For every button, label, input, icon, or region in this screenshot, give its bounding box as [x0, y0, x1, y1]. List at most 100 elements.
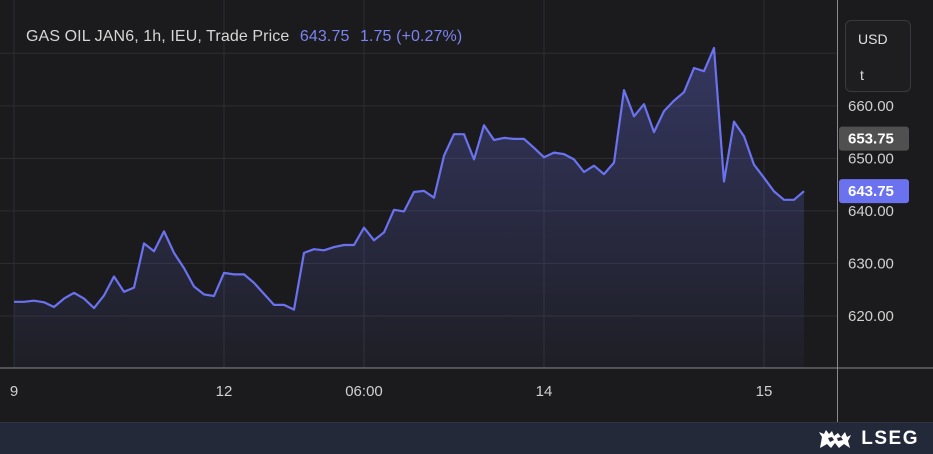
x-tick-label: 14: [536, 383, 553, 400]
price-tag-label: 643.75: [848, 183, 894, 200]
data-point: [423, 190, 425, 192]
price-chart[interactable]: 620.00 630.00 640.00 650.00 660.00 9 12 06:00 14…: [0, 0, 933, 422]
data-point: [433, 197, 435, 199]
data-point: [743, 135, 745, 137]
data-point: [673, 99, 675, 101]
data-point: [313, 248, 315, 250]
price-change: 1.75 (+0.27%): [360, 28, 463, 45]
data-point: [283, 304, 285, 306]
data-point: [383, 231, 385, 233]
data-point: [783, 199, 785, 201]
data-point: [63, 297, 65, 299]
data-point: [233, 273, 235, 275]
data-point: [583, 171, 585, 173]
y-tick-label: 650.00: [848, 150, 894, 167]
data-point: [203, 293, 205, 295]
y-tick-label: 660.00: [848, 98, 894, 115]
price-tag-label: 653.75: [848, 131, 894, 148]
data-point: [73, 292, 75, 294]
data-point: [113, 275, 115, 277]
price-series-line: [14, 46, 805, 311]
data-point: [53, 306, 55, 308]
data-point: [703, 70, 705, 72]
data-point: [373, 239, 375, 241]
data-point: [523, 138, 525, 140]
data-point: [603, 173, 605, 175]
data-point: [753, 163, 755, 165]
data-point: [253, 282, 255, 284]
data-point: [803, 190, 805, 192]
data-point: [683, 91, 685, 93]
chart-area[interactable]: 620.00 630.00 640.00 650.00 660.00 9 12 06:00 14…: [0, 0, 933, 422]
price-tags: 653.75 643.75: [839, 126, 909, 204]
data-point: [463, 133, 465, 135]
data-point: [503, 137, 505, 139]
data-point: [403, 210, 405, 212]
data-point: [713, 47, 715, 49]
data-point: [763, 177, 765, 179]
data-point: [263, 293, 265, 295]
data-point: [443, 155, 445, 157]
data-point: [793, 199, 795, 201]
data-point: [103, 294, 105, 296]
y-tick-label: 620.00: [848, 308, 894, 325]
data-point: [23, 301, 25, 303]
data-point: [213, 295, 215, 297]
last-price: 643.75: [299, 28, 350, 45]
data-point: [343, 244, 345, 246]
data-point: [143, 242, 145, 244]
data-point: [33, 300, 35, 302]
data-point: [353, 244, 355, 246]
axes: 620.00 630.00 640.00 650.00 660.00 9 12 06:00 14…: [0, 0, 933, 422]
data-point: [593, 165, 595, 167]
data-point: [773, 190, 775, 192]
data-point: [563, 153, 565, 155]
data-point: [413, 191, 415, 193]
data-point: [723, 180, 725, 182]
chart-legend: GAS OIL JAN6, 1h, IEU, Trade Price 643.7…: [26, 28, 468, 46]
data-point: [473, 158, 475, 160]
data-point: [323, 249, 325, 251]
data-point: [163, 230, 165, 232]
x-tick-label: 9: [10, 383, 18, 400]
data-point: [123, 291, 125, 293]
currency-label: USD: [858, 31, 888, 47]
data-point: [543, 156, 545, 158]
unit-selector[interactable]: USD t: [845, 20, 911, 92]
data-point: [243, 273, 245, 275]
data-point: [653, 131, 655, 133]
footer-bar: LSEG: [0, 422, 933, 454]
x-tick-label: 12: [216, 383, 233, 400]
data-point: [693, 67, 695, 69]
brand-logo: LSEG: [817, 428, 919, 450]
data-point: [363, 226, 365, 228]
data-point: [293, 308, 295, 310]
data-point: [493, 139, 495, 141]
data-point: [13, 301, 15, 303]
data-point: [513, 138, 515, 140]
data-point: [183, 267, 185, 269]
data-point: [533, 147, 535, 149]
brand-name: LSEG: [861, 428, 919, 449]
data-point: [663, 110, 665, 112]
price-area-fill: [14, 48, 804, 368]
x-tick-label: 06:00: [345, 383, 383, 400]
data-point: [273, 304, 275, 306]
data-point: [133, 286, 135, 288]
symbol-description: GAS OIL JAN6, 1h, IEU, Trade Price: [26, 28, 290, 45]
data-point: [633, 115, 635, 117]
data-point: [553, 151, 555, 153]
data-point: [193, 285, 195, 287]
y-tick-label: 640.00: [848, 203, 894, 220]
data-point: [453, 133, 455, 135]
y-tick-label: 630.00: [848, 255, 894, 272]
data-point: [303, 252, 305, 254]
data-point: [223, 272, 225, 274]
data-point: [623, 89, 625, 91]
lseg-lion-icon: [819, 430, 852, 448]
unit-label: t: [860, 67, 864, 83]
data-point: [613, 161, 615, 163]
data-point: [43, 301, 45, 303]
price-tag: 643.75: [839, 179, 909, 204]
data-point: [83, 297, 85, 299]
